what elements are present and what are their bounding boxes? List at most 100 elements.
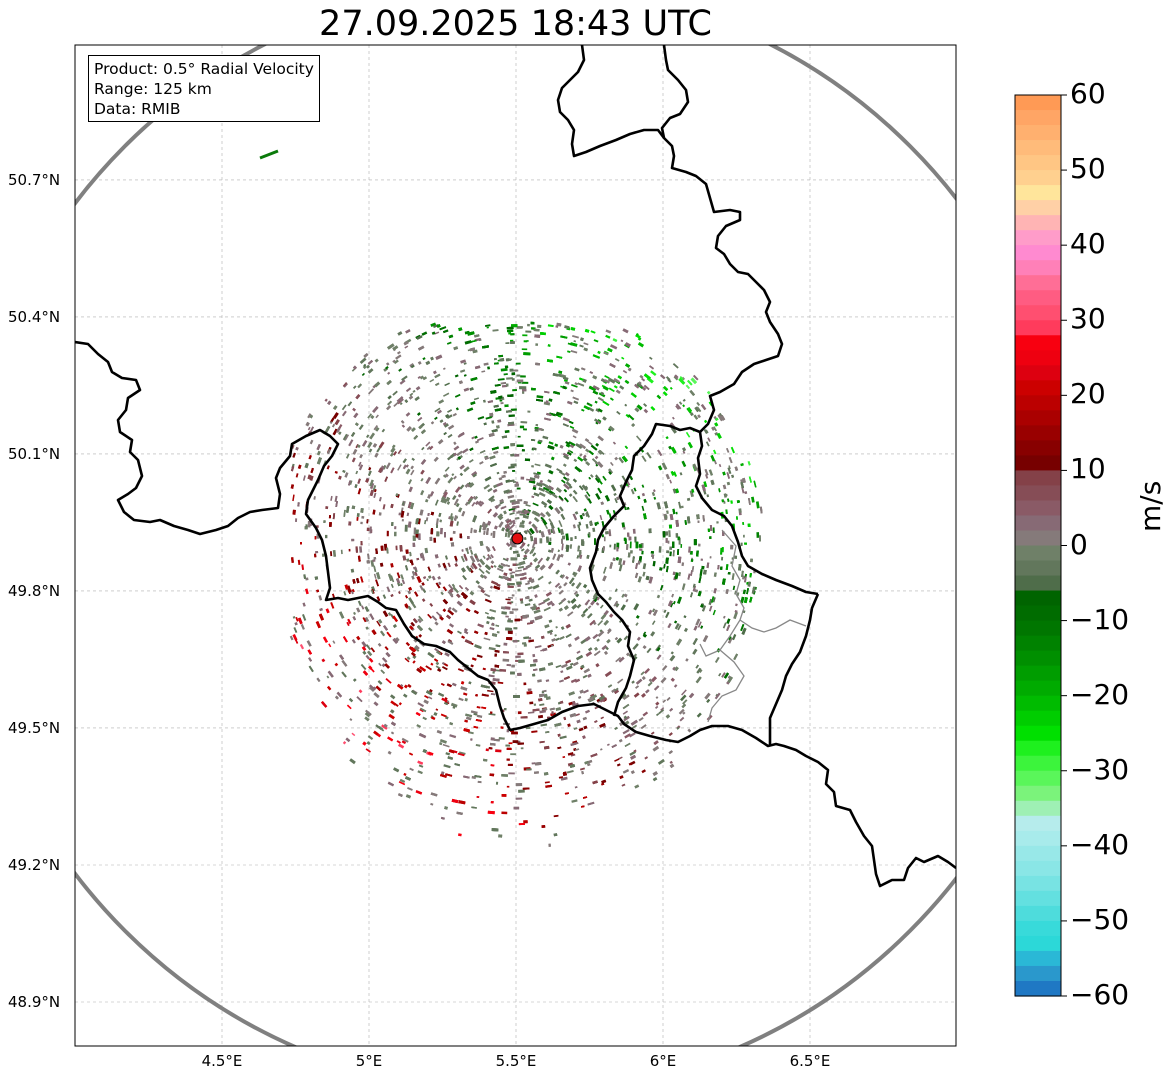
echo-pixel: [490, 764, 495, 767]
echo-pixel: [583, 689, 589, 694]
echo-pixel: [547, 629, 553, 634]
echo-pixel: [582, 378, 587, 383]
echo-pixel: [568, 493, 573, 497]
echo-pixel: [390, 694, 396, 700]
echo-pixel: [424, 694, 429, 699]
echo-pixel: [604, 375, 610, 379]
echo-pixel: [429, 602, 434, 607]
echo-pixel: [488, 713, 496, 716]
echo-pixel: [456, 811, 463, 815]
echo-pixel: [697, 621, 702, 628]
echo-pixel: [505, 615, 509, 618]
echo-pixel: [703, 429, 708, 434]
echo-pixel: [601, 534, 604, 538]
echo-pixel: [695, 618, 701, 626]
echo-pixel: [555, 487, 562, 493]
echo-pixel: [486, 620, 490, 625]
echo-pixel: [597, 487, 602, 494]
echo-pixel: [402, 555, 407, 561]
echo-pixel: [342, 741, 347, 745]
echo-pixel: [355, 577, 360, 584]
echo-pixel: [584, 494, 590, 501]
echo-pixel: [380, 545, 384, 551]
echo-pixel: [548, 469, 554, 475]
echo-pixel: [367, 470, 372, 476]
echo-pixel: [709, 605, 713, 612]
echo-pixel: [397, 582, 401, 587]
echo-pixel: [554, 582, 561, 588]
echo-pixel: [362, 670, 369, 676]
echo-pixel: [551, 638, 556, 642]
echo-pixel: [533, 540, 536, 544]
echo-pixel: [527, 586, 533, 590]
echo-pixel: [560, 670, 564, 674]
map-title: 27.09.2025 18:43 UTC: [319, 4, 712, 44]
echo-pixel: [333, 412, 339, 419]
echo-pixel: [554, 634, 557, 637]
echo-pixel: [390, 731, 395, 735]
echo-pixel: [393, 359, 399, 365]
echo-pixel: [603, 536, 606, 542]
echo-pixel: [420, 478, 424, 482]
echo-pixel: [401, 424, 406, 428]
echo-pixel: [582, 674, 588, 679]
echo-pixel: [489, 585, 494, 589]
echo-pixel: [490, 389, 497, 394]
echo-pixel: [506, 582, 511, 586]
echo-pixel: [665, 611, 670, 618]
echo-pixel: [509, 540, 517, 545]
echo-pixel: [571, 384, 578, 388]
echo-pixel: [485, 416, 492, 420]
echo-pixel: [740, 479, 744, 483]
echo-pixel: [333, 405, 338, 411]
echo-pixel: [648, 609, 653, 615]
echo-pixel: [464, 340, 472, 345]
echo-pixel: [378, 662, 382, 667]
echo-pixel: [629, 475, 633, 481]
echo-pixel: [484, 476, 492, 482]
echo-pixel: [725, 509, 728, 515]
echo-pixel: [322, 636, 329, 644]
echo-pixel: [454, 555, 458, 562]
echo-pixel: [476, 705, 481, 709]
echo-pixel: [403, 684, 408, 689]
echo-pixel: [527, 323, 530, 327]
echo-pixel: [356, 635, 361, 641]
echo-pixel: [597, 449, 603, 455]
echo-pixel: [647, 681, 653, 687]
echo-pixel: [668, 732, 673, 737]
echo-pixel: [571, 799, 578, 803]
echo-pixel: [446, 501, 451, 505]
echo-pixel: [415, 635, 419, 639]
echo-pixel: [330, 602, 335, 609]
echo-pixel: [336, 691, 343, 698]
echo-pixel: [342, 636, 348, 643]
echo-pixel: [316, 450, 321, 456]
echo-pixel: [555, 325, 559, 328]
echo-pixel: [678, 401, 683, 405]
echo-pixel: [496, 567, 504, 572]
echo-pixel: [475, 440, 479, 444]
echo-pixel: [465, 607, 471, 612]
echo-pixel: [483, 758, 488, 762]
echo-pixel: [573, 590, 578, 596]
echo-pixel: [332, 549, 337, 557]
echo-pixel: [697, 414, 701, 419]
echo-pixel: [439, 326, 447, 331]
echo-pixel: [553, 814, 559, 818]
echo-pixel: [679, 472, 683, 476]
echo-pixel: [516, 487, 521, 490]
echo-pixel: [691, 566, 695, 572]
echo-pixel: [440, 713, 447, 718]
echo-pixel: [670, 677, 675, 682]
echo-pixel: [542, 486, 550, 492]
echo-pixel: [580, 612, 586, 618]
echo-pixel: [621, 783, 626, 787]
echo-pixel: [409, 551, 412, 557]
echo-pixel: [594, 538, 596, 545]
echo-pixel: [367, 368, 374, 374]
echo-pixel: [409, 625, 414, 631]
echo-pixel: [566, 769, 574, 774]
echo-pixel: [528, 577, 532, 580]
echo-pixel: [375, 414, 379, 419]
